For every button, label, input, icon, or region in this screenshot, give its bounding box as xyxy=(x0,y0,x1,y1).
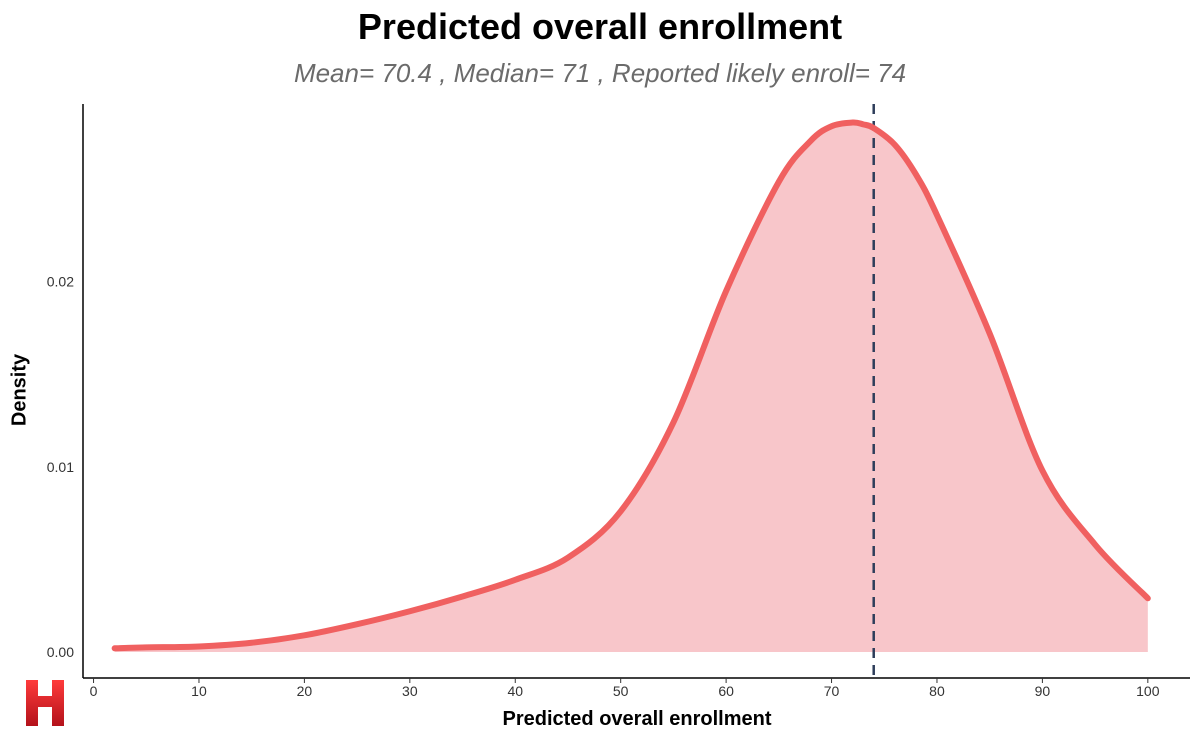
x-tick-label: 20 xyxy=(297,683,313,699)
x-tick-label: 60 xyxy=(718,683,734,699)
chart-subtitle: Mean= 70.4 , Median= 71 , Reported likel… xyxy=(293,58,907,88)
density-curve-line xyxy=(111,119,1151,652)
y-tick-label: 0.00 xyxy=(47,644,74,660)
chart-title: Predicted overall enrollment xyxy=(357,6,843,47)
x-tick-label: 10 xyxy=(191,683,207,699)
y-tick-label: 0.01 xyxy=(47,459,74,475)
x-tick-label: 30 xyxy=(402,683,418,699)
x-tick-label: 40 xyxy=(507,683,523,699)
x-tick-label: 100 xyxy=(1136,683,1160,699)
brand-logo-icon xyxy=(26,680,64,726)
density-area-fill xyxy=(114,122,1148,652)
x-tick-label: 70 xyxy=(824,683,840,699)
x-tick-label: 80 xyxy=(929,683,945,699)
y-tick-label: 0.02 xyxy=(47,274,74,290)
x-tick-label: 50 xyxy=(613,683,629,699)
x-tick-label: 90 xyxy=(1035,683,1051,699)
x-tick-label: 0 xyxy=(90,683,98,699)
x-axis-label: Predicted overall enrollment xyxy=(502,708,772,730)
